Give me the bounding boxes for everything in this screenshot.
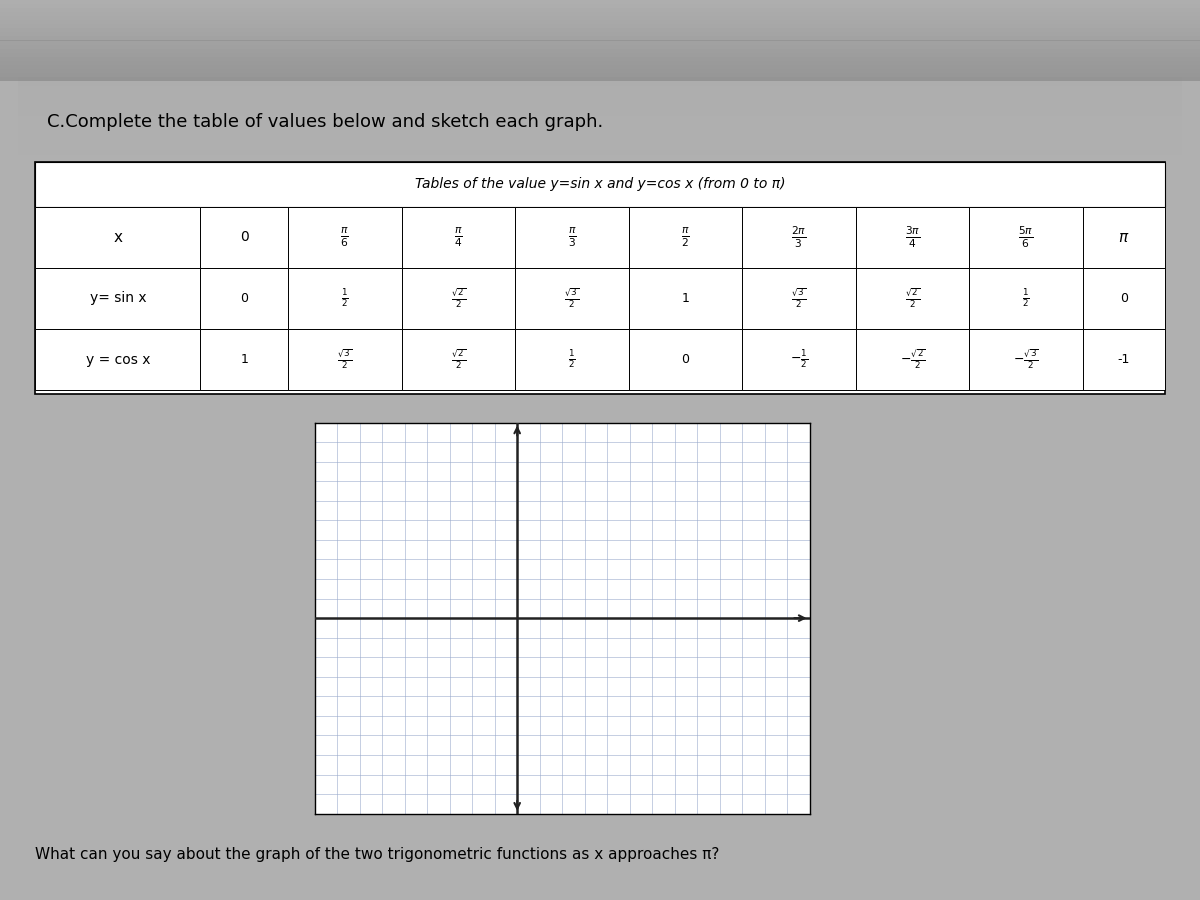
Bar — [629, 329, 743, 390]
Bar — [0, 65, 1200, 69]
Text: $\frac{1}{2}$: $\frac{1}{2}$ — [568, 348, 576, 371]
Bar — [743, 329, 856, 390]
Text: 1: 1 — [682, 292, 689, 305]
Bar — [36, 268, 200, 329]
Bar — [629, 268, 743, 329]
Text: $\frac{\sqrt{2}}{2}$: $\frac{\sqrt{2}}{2}$ — [905, 287, 920, 310]
Bar — [288, 329, 402, 390]
Bar — [36, 207, 200, 268]
Bar — [1082, 207, 1164, 268]
Bar — [0, 20, 1200, 24]
Bar — [36, 162, 1164, 207]
Bar — [18, 86, 1182, 96]
Bar — [0, 24, 1200, 28]
Text: What can you say about the graph of the two trigonometric functions as x approac: What can you say about the graph of the … — [36, 848, 720, 862]
Bar — [0, 13, 1200, 16]
Bar — [743, 268, 856, 329]
Bar — [0, 69, 1200, 73]
Bar — [970, 207, 1082, 268]
Bar — [0, 77, 1200, 81]
Bar — [200, 329, 288, 390]
Bar — [970, 268, 1082, 329]
Bar — [200, 268, 288, 329]
Bar — [0, 61, 1200, 65]
Text: $\frac{3\pi}{4}$: $\frac{3\pi}{4}$ — [905, 225, 920, 250]
Bar — [0, 49, 1200, 52]
Bar — [515, 329, 629, 390]
Text: -1: -1 — [1117, 353, 1130, 366]
Bar — [0, 28, 1200, 32]
Bar — [0, 40, 1200, 44]
Text: $\frac{\sqrt{2}}{2}$: $\frac{\sqrt{2}}{2}$ — [451, 348, 466, 371]
Bar — [515, 207, 629, 268]
Bar — [0, 73, 1200, 77]
Bar — [856, 329, 970, 390]
Bar — [515, 268, 629, 329]
Text: $\frac{\sqrt{3}}{2}$: $\frac{\sqrt{3}}{2}$ — [791, 287, 806, 310]
Text: 0: 0 — [1120, 292, 1128, 305]
Bar — [629, 207, 743, 268]
Bar — [36, 162, 1164, 394]
Text: $\frac{\pi}{2}$: $\frac{\pi}{2}$ — [682, 226, 690, 249]
Text: C.Complete the table of values below and sketch each graph.: C.Complete the table of values below and… — [47, 113, 604, 131]
Bar — [0, 4, 1200, 8]
Text: $-\frac{\sqrt{2}}{2}$: $-\frac{\sqrt{2}}{2}$ — [900, 348, 925, 371]
Bar — [743, 207, 856, 268]
Text: 1: 1 — [240, 353, 248, 366]
Text: y= sin x: y= sin x — [90, 292, 146, 305]
Text: y = cos x: y = cos x — [85, 353, 150, 366]
Text: $\frac{\sqrt{3}}{2}$: $\frac{\sqrt{3}}{2}$ — [337, 348, 353, 371]
Bar — [18, 106, 1182, 115]
Bar — [36, 329, 200, 390]
Text: $\pi$: $\pi$ — [1118, 230, 1129, 245]
Text: 0: 0 — [240, 230, 248, 245]
Text: $\frac{\sqrt{2}}{2}$: $\frac{\sqrt{2}}{2}$ — [451, 287, 466, 310]
Text: $\frac{\pi}{4}$: $\frac{\pi}{4}$ — [454, 226, 463, 249]
Bar — [0, 45, 1200, 49]
Bar — [0, 16, 1200, 20]
Text: Tables of the value y=sin x and y=cos x (from 0 to π): Tables of the value y=sin x and y=cos x … — [415, 177, 785, 192]
Bar — [1082, 329, 1164, 390]
Bar — [18, 135, 1182, 145]
Bar — [402, 268, 515, 329]
Bar — [18, 125, 1182, 135]
Bar — [0, 0, 1200, 4]
Bar — [0, 57, 1200, 61]
Text: $\frac{5\pi}{6}$: $\frac{5\pi}{6}$ — [1019, 225, 1033, 250]
Bar — [200, 207, 288, 268]
Text: 0: 0 — [682, 353, 690, 366]
Bar — [0, 8, 1200, 12]
Text: x: x — [113, 230, 122, 245]
Bar — [18, 145, 1182, 155]
Bar — [18, 76, 1182, 86]
Bar — [288, 207, 402, 268]
Bar — [0, 37, 1200, 40]
Bar — [18, 115, 1182, 125]
Bar — [1082, 268, 1164, 329]
Text: $\frac{1}{2}$: $\frac{1}{2}$ — [341, 287, 349, 310]
Text: $\frac{2\pi}{3}$: $\frac{2\pi}{3}$ — [791, 225, 806, 250]
Text: $\frac{1}{2}$: $\frac{1}{2}$ — [1022, 287, 1030, 310]
Bar — [402, 207, 515, 268]
Bar — [402, 329, 515, 390]
Bar — [0, 53, 1200, 57]
Text: $\frac{\pi}{6}$: $\frac{\pi}{6}$ — [341, 226, 349, 249]
Text: 0: 0 — [240, 292, 248, 305]
Bar — [856, 268, 970, 329]
Bar — [856, 207, 970, 268]
Bar — [0, 32, 1200, 37]
Bar — [18, 96, 1182, 106]
Text: $\frac{\pi}{3}$: $\frac{\pi}{3}$ — [568, 226, 576, 249]
Bar — [970, 329, 1082, 390]
Bar — [288, 268, 402, 329]
Text: $-\frac{\sqrt{3}}{2}$: $-\frac{\sqrt{3}}{2}$ — [1013, 348, 1039, 371]
Text: $\frac{\sqrt{3}}{2}$: $\frac{\sqrt{3}}{2}$ — [564, 287, 580, 310]
Text: $-\frac{1}{2}$: $-\frac{1}{2}$ — [790, 348, 808, 371]
